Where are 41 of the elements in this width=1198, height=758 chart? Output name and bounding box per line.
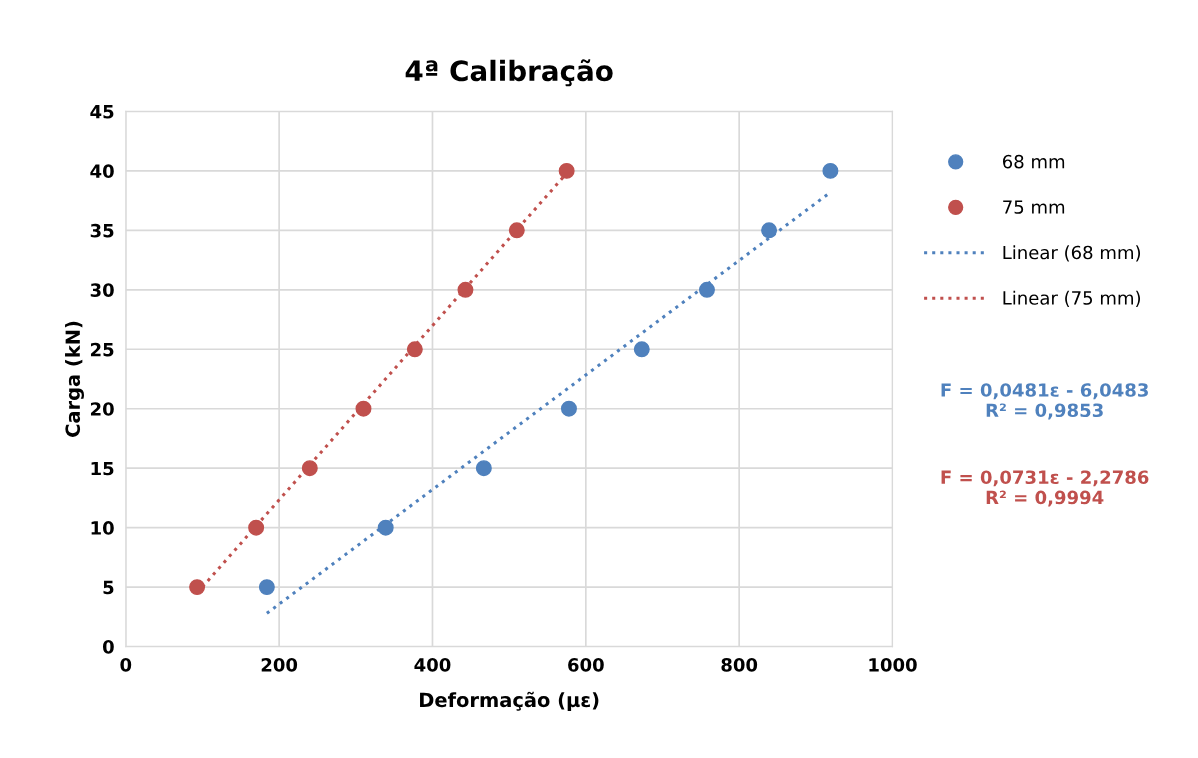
point (761, 222, 778, 239)
point (560, 400, 577, 417)
x-tick-label: 600 (568, 658, 604, 672)
y-tick-label: 35 (90, 223, 114, 238)
point (508, 222, 525, 239)
legend-label: Linear (75 mm) (1003, 290, 1141, 307)
legend-label: Linear (68 mm) (1003, 245, 1141, 262)
x-tick-label: 1000 (869, 658, 917, 672)
y-tick-label: 40 (90, 164, 114, 178)
y-tick-label: 45 (90, 105, 114, 119)
point (457, 281, 474, 298)
point (189, 579, 206, 596)
point (301, 460, 318, 477)
point (377, 519, 394, 536)
y-tick-label: 0 (102, 640, 114, 654)
x-axis-title: Deformação (με) (420, 691, 599, 712)
x-tick-label: 400 (414, 658, 451, 672)
y-tick-label: 25 (90, 342, 114, 357)
point (475, 460, 492, 477)
x-tick-label: 200 (261, 658, 298, 672)
y-tick-label: 15 (91, 461, 114, 476)
point (248, 519, 265, 536)
y-tick-label: 5 (103, 580, 114, 595)
y-tick-label: 30 (90, 283, 114, 297)
y-axis-title: Carga (kN) (65, 321, 84, 437)
point (698, 281, 715, 298)
point (258, 579, 275, 596)
point (633, 341, 650, 358)
legend-label: 75 mm (1003, 200, 1065, 214)
y-tick-label: 10 (91, 521, 114, 535)
x-tick-label: 0 (120, 658, 132, 672)
x-tick-label: 800 (721, 658, 758, 672)
text: F = 0,0481ε - 6,0483 R² = 0,9853 (941, 383, 1148, 420)
point (355, 400, 372, 417)
legend-label: 68 mm (1002, 154, 1065, 169)
text: F = 0,0731ε - 2,2786 R² = 0,9994 (941, 470, 1149, 507)
chart-title: 4ª Calibração (405, 59, 613, 87)
point (558, 162, 575, 179)
point (406, 341, 423, 358)
y-tick-label: 20 (90, 402, 114, 416)
point (822, 162, 839, 179)
